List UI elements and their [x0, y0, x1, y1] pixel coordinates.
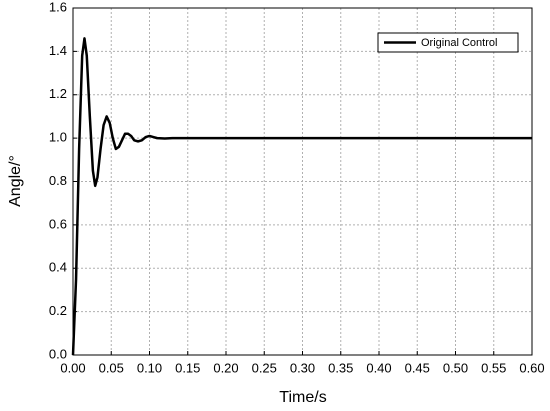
y-tick-label: 0.4	[49, 260, 67, 275]
x-tick-label: 0.20	[213, 360, 238, 375]
legend-label: Original Control	[421, 37, 497, 49]
plot-frame	[72, 7, 533, 356]
y-tick-label: 0.2	[49, 303, 67, 318]
x-tick-label: 0.50	[443, 360, 468, 375]
y-tick-label: 1.6	[49, 0, 67, 14]
y-axis-label: Angle/°	[7, 155, 24, 207]
x-tick-label: 0.05	[99, 360, 124, 375]
x-tick-label: 0.25	[252, 360, 277, 375]
legend-box	[377, 32, 519, 53]
x-tick-label: 0.10	[137, 360, 162, 375]
x-axis-label: Time/s	[279, 389, 326, 406]
x-tick-label: 0.60	[519, 360, 544, 375]
x-tick-label: 0.55	[481, 360, 506, 375]
y-tick-label: 0.0	[49, 346, 67, 361]
y-tick-label: 1.2	[49, 86, 67, 101]
y-tick-label: 0.8	[49, 173, 67, 188]
x-tick-label: 0.45	[405, 360, 430, 375]
x-tick-label: 0.15	[175, 360, 200, 375]
x-tick-label: 0.40	[366, 360, 391, 375]
y-tick-label: 0.6	[49, 216, 67, 231]
y-tick-label: 1.4	[49, 43, 67, 58]
x-tick-label: 0.30	[290, 360, 315, 375]
x-tick-label: 0.00	[60, 360, 85, 375]
x-tick-label: 0.35	[328, 360, 353, 375]
y-tick-label: 1.0	[49, 130, 67, 145]
line-series	[71, 37, 532, 356]
